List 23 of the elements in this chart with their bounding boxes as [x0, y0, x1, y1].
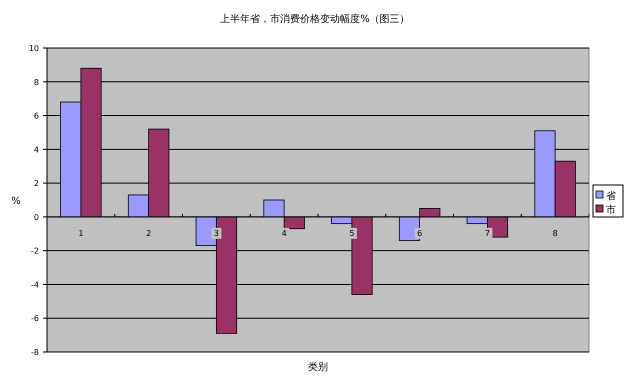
y-tick-label: 4 [34, 145, 39, 154]
x-tick-label: 3 [214, 228, 219, 238]
x-tick-label: 8 [552, 228, 558, 238]
legend-label: 市 [606, 204, 616, 216]
y-tick-label: 8 [34, 78, 39, 87]
x-tick-label: 5 [349, 228, 354, 238]
x-tick-label: 6 [417, 228, 422, 238]
x-tick-label: 4 [282, 228, 287, 238]
y-axis-title: % [11, 196, 21, 207]
x-axis-title: 类别 [308, 361, 328, 373]
x-tick-label: 2 [146, 228, 152, 238]
y-tick-label: -2 [31, 246, 39, 256]
y-tick-label: -8 [31, 348, 39, 357]
y-tick-label: 10 [28, 44, 39, 53]
x-tick-label: 1 [78, 228, 84, 238]
x-tick-label: 7 [484, 228, 490, 238]
y-tick-label: 2 [34, 179, 39, 188]
legend-label: 省 [606, 190, 616, 202]
y-tick-label: 6 [34, 112, 39, 121]
y-tick-label: 0 [34, 212, 39, 222]
y-tick-label: -4 [31, 280, 39, 290]
chart-title: 上半年省，市消费价格变动幅度%（图三） [220, 13, 410, 25]
y-tick-label: -6 [31, 314, 39, 324]
